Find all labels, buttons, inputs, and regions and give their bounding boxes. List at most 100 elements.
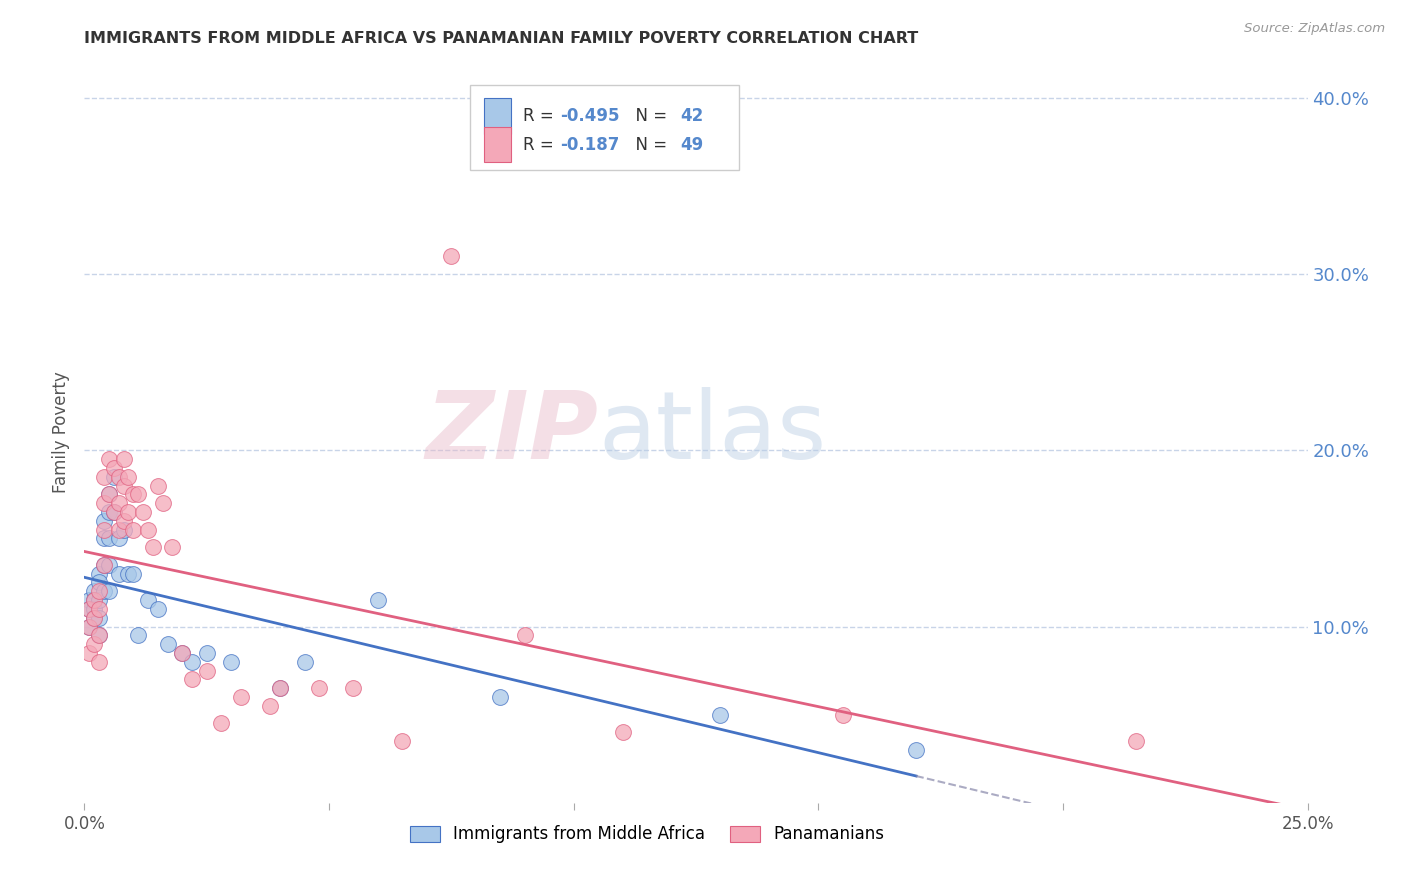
Point bbox=[259, 698, 281, 713]
Point bbox=[195, 664, 218, 678]
Point bbox=[97, 584, 120, 599]
Point bbox=[112, 514, 135, 528]
Point bbox=[122, 566, 145, 581]
Point bbox=[146, 602, 169, 616]
Point bbox=[93, 469, 115, 483]
Point bbox=[83, 593, 105, 607]
Legend: Immigrants from Middle Africa, Panamanians: Immigrants from Middle Africa, Panamania… bbox=[404, 819, 891, 850]
Point bbox=[77, 646, 100, 660]
Point bbox=[905, 743, 928, 757]
Point bbox=[77, 602, 100, 616]
Point bbox=[87, 566, 110, 581]
Text: N =: N = bbox=[626, 107, 672, 125]
Point bbox=[93, 523, 115, 537]
Point bbox=[136, 593, 159, 607]
Point bbox=[112, 523, 135, 537]
Point bbox=[112, 478, 135, 492]
Text: -0.187: -0.187 bbox=[560, 136, 620, 153]
Point bbox=[181, 673, 204, 687]
Point bbox=[229, 690, 252, 704]
Point bbox=[83, 610, 105, 624]
Point bbox=[103, 469, 125, 483]
Point bbox=[97, 452, 120, 467]
Point bbox=[132, 505, 155, 519]
Point bbox=[93, 532, 115, 546]
Point bbox=[172, 646, 194, 660]
Point bbox=[93, 514, 115, 528]
Point bbox=[156, 637, 179, 651]
Point bbox=[152, 496, 174, 510]
Point bbox=[83, 602, 105, 616]
Point bbox=[117, 505, 139, 519]
Point bbox=[127, 487, 149, 501]
Point bbox=[83, 593, 105, 607]
Text: R =: R = bbox=[523, 136, 560, 153]
Point bbox=[87, 655, 110, 669]
Text: IMMIGRANTS FROM MIDDLE AFRICA VS PANAMANIAN FAMILY POVERTY CORRELATION CHART: IMMIGRANTS FROM MIDDLE AFRICA VS PANAMAN… bbox=[84, 31, 918, 46]
Point bbox=[77, 619, 100, 633]
FancyBboxPatch shape bbox=[470, 85, 738, 169]
Point bbox=[195, 646, 218, 660]
Point bbox=[107, 566, 129, 581]
Point bbox=[342, 681, 364, 696]
Text: ZIP: ZIP bbox=[425, 386, 598, 479]
Point bbox=[122, 487, 145, 501]
Text: atlas: atlas bbox=[598, 386, 827, 479]
Text: 42: 42 bbox=[681, 107, 703, 125]
Text: R =: R = bbox=[523, 107, 560, 125]
Point bbox=[513, 628, 536, 642]
Point bbox=[93, 496, 115, 510]
Point bbox=[612, 725, 634, 739]
Point bbox=[127, 628, 149, 642]
Point bbox=[367, 593, 389, 607]
Point bbox=[83, 637, 105, 651]
FancyBboxPatch shape bbox=[484, 127, 512, 162]
Point bbox=[209, 716, 232, 731]
Point bbox=[294, 655, 316, 669]
Point bbox=[269, 681, 291, 696]
Point bbox=[87, 602, 110, 616]
Point bbox=[77, 619, 100, 633]
Point bbox=[93, 558, 115, 572]
Point bbox=[1125, 734, 1147, 748]
Point bbox=[87, 593, 110, 607]
Point bbox=[269, 681, 291, 696]
Point bbox=[181, 655, 204, 669]
Point bbox=[87, 628, 110, 642]
Point bbox=[142, 540, 165, 554]
Text: -0.495: -0.495 bbox=[560, 107, 620, 125]
Point bbox=[77, 593, 100, 607]
Point bbox=[112, 452, 135, 467]
Point bbox=[93, 584, 115, 599]
Point bbox=[107, 496, 129, 510]
Point bbox=[97, 558, 120, 572]
Y-axis label: Family Poverty: Family Poverty bbox=[52, 372, 70, 493]
Point bbox=[122, 523, 145, 537]
Point bbox=[831, 707, 853, 722]
Point bbox=[117, 469, 139, 483]
Point bbox=[489, 690, 512, 704]
Text: 49: 49 bbox=[681, 136, 703, 153]
Point bbox=[103, 505, 125, 519]
Point bbox=[97, 487, 120, 501]
Point bbox=[172, 646, 194, 660]
Point bbox=[117, 566, 139, 581]
Point bbox=[87, 628, 110, 642]
Point bbox=[97, 487, 120, 501]
Point bbox=[440, 249, 463, 263]
Point bbox=[87, 575, 110, 590]
Point bbox=[97, 505, 120, 519]
Point bbox=[391, 734, 413, 748]
Point bbox=[83, 610, 105, 624]
Point bbox=[103, 461, 125, 475]
Point bbox=[87, 610, 110, 624]
Point bbox=[107, 469, 129, 483]
Text: Source: ZipAtlas.com: Source: ZipAtlas.com bbox=[1244, 22, 1385, 36]
Point bbox=[308, 681, 330, 696]
Point bbox=[709, 707, 731, 722]
Point bbox=[97, 532, 120, 546]
Point bbox=[162, 540, 184, 554]
Point bbox=[219, 655, 242, 669]
Point bbox=[146, 478, 169, 492]
Point bbox=[83, 584, 105, 599]
